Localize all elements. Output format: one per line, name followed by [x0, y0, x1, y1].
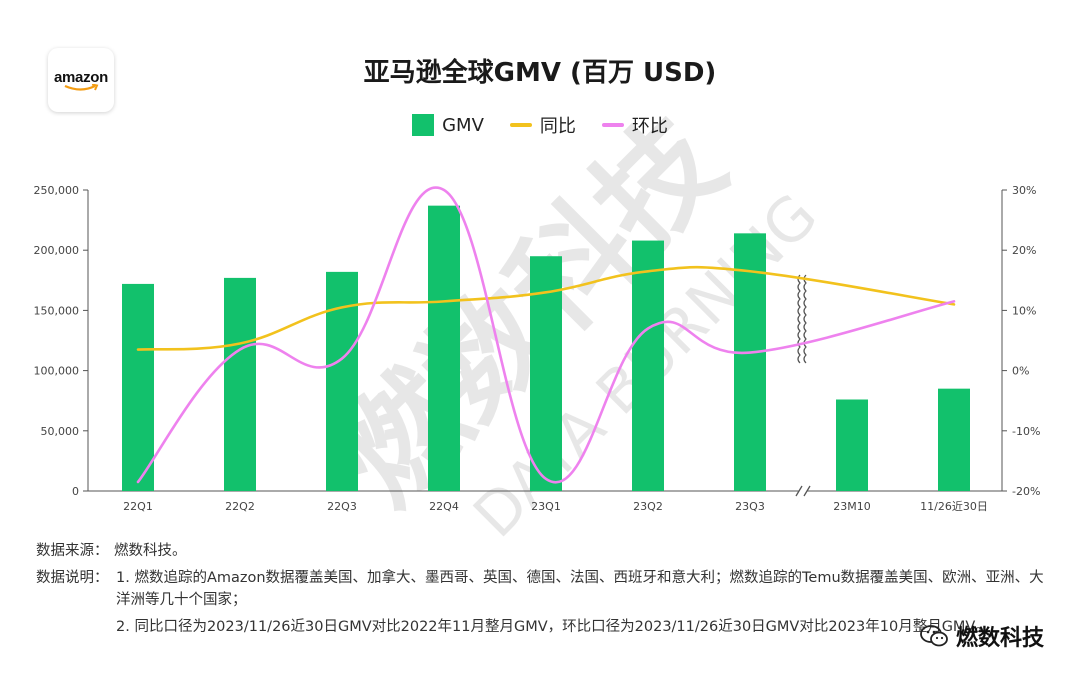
legend-swatch-gmv: [412, 114, 435, 136]
right-tick-label: 20%: [1012, 244, 1036, 257]
bar-22Q4: [428, 205, 460, 492]
left-tick-label: 0: [72, 485, 79, 498]
bar-22Q1: [122, 283, 154, 491]
legend-label-mom: 环比: [631, 116, 668, 137]
break-wave: [797, 274, 801, 364]
line-同比: [136, 265, 956, 351]
axis-break-mark: [803, 485, 811, 497]
legend-item-mom: 环比: [601, 112, 668, 138]
bar-23Q3: [734, 233, 766, 491]
legend-swatch-mom: [601, 123, 624, 127]
x-tick-label: 23Q3: [735, 500, 765, 513]
left-tick-label: 200,000: [34, 244, 80, 257]
chart-legend: GMV 同比 环比: [0, 112, 1080, 138]
left-tick-label: 100,000: [34, 365, 80, 378]
brand-text: 燃数科技: [955, 626, 1044, 651]
x-tick-label: 22Q2: [225, 500, 255, 513]
legend-item-gmv: GMV: [412, 114, 484, 136]
left-tick-label: 250,000: [34, 184, 80, 197]
amazon-logo: amazon: [48, 48, 114, 112]
source-label: 数据来源：: [36, 543, 109, 559]
x-tick-label: 22Q3: [327, 500, 357, 513]
x-tick-label: 22Q1: [123, 500, 153, 513]
right-tick-label: -20%: [1012, 485, 1040, 498]
legend-label-gmv: GMV: [442, 114, 484, 136]
x-tick-label: 11/26近30日: [920, 500, 988, 513]
legend-label-yoy: 同比: [539, 116, 576, 137]
break-wave: [803, 274, 807, 364]
source-text: 燃数科技。: [114, 543, 187, 559]
wechat-icon: [920, 625, 948, 647]
bar-22Q2: [224, 277, 256, 491]
right-tick-label: 0%: [1012, 365, 1029, 378]
note-label-line: 数据说明：: [36, 567, 114, 589]
note-1: 1. 燃数追踪的Amazon数据覆盖美国、加拿大、墨西哥、英国、德国、法国、西班…: [116, 570, 1044, 608]
x-tick-label: 23Q1: [531, 500, 561, 513]
right-tick-label: -10%: [1012, 425, 1040, 438]
note-2: 2. 同比口径为2023/11/26近30日GMV对比2022年11月整月GMV…: [116, 619, 990, 635]
x-tick-label: 22Q4: [429, 500, 459, 513]
brand-mark: 燃数科技: [920, 620, 1044, 652]
right-tick-label: 10%: [1012, 304, 1036, 317]
line-series: [136, 186, 956, 484]
x-tick-label: 23Q2: [633, 500, 663, 513]
bar-series-gmv: [122, 205, 970, 492]
bar-11/26近30日: [938, 388, 970, 491]
right-tick-label: 30%: [1012, 184, 1036, 197]
bar-23M10: [836, 399, 868, 491]
bar-23Q1: [530, 256, 562, 491]
left-tick-label: 150,000: [34, 304, 80, 317]
smile-arrow-icon: [64, 83, 99, 91]
source-line: 数据来源： 燃数科技。: [36, 540, 187, 562]
legend-swatch-yoy: [509, 123, 532, 127]
line-环比: [136, 186, 956, 484]
legend-item-yoy: 同比: [509, 112, 576, 138]
note-label: 数据说明：: [36, 570, 109, 586]
x-axis-labels: 22Q1 22Q2 22Q3 22Q4 23Q1 23Q2 23Q3 23M10 11/26近3…: [123, 500, 988, 513]
axis-break-mark: [795, 485, 803, 497]
x-tick-label: 23M10: [833, 500, 871, 513]
logo-text: amazon: [53, 68, 109, 86]
bar-23Q2: [632, 240, 664, 491]
left-tick-label: 50,000: [41, 425, 80, 438]
chart-title: 亚马逊全球GMV (百万 USD): [363, 58, 717, 88]
